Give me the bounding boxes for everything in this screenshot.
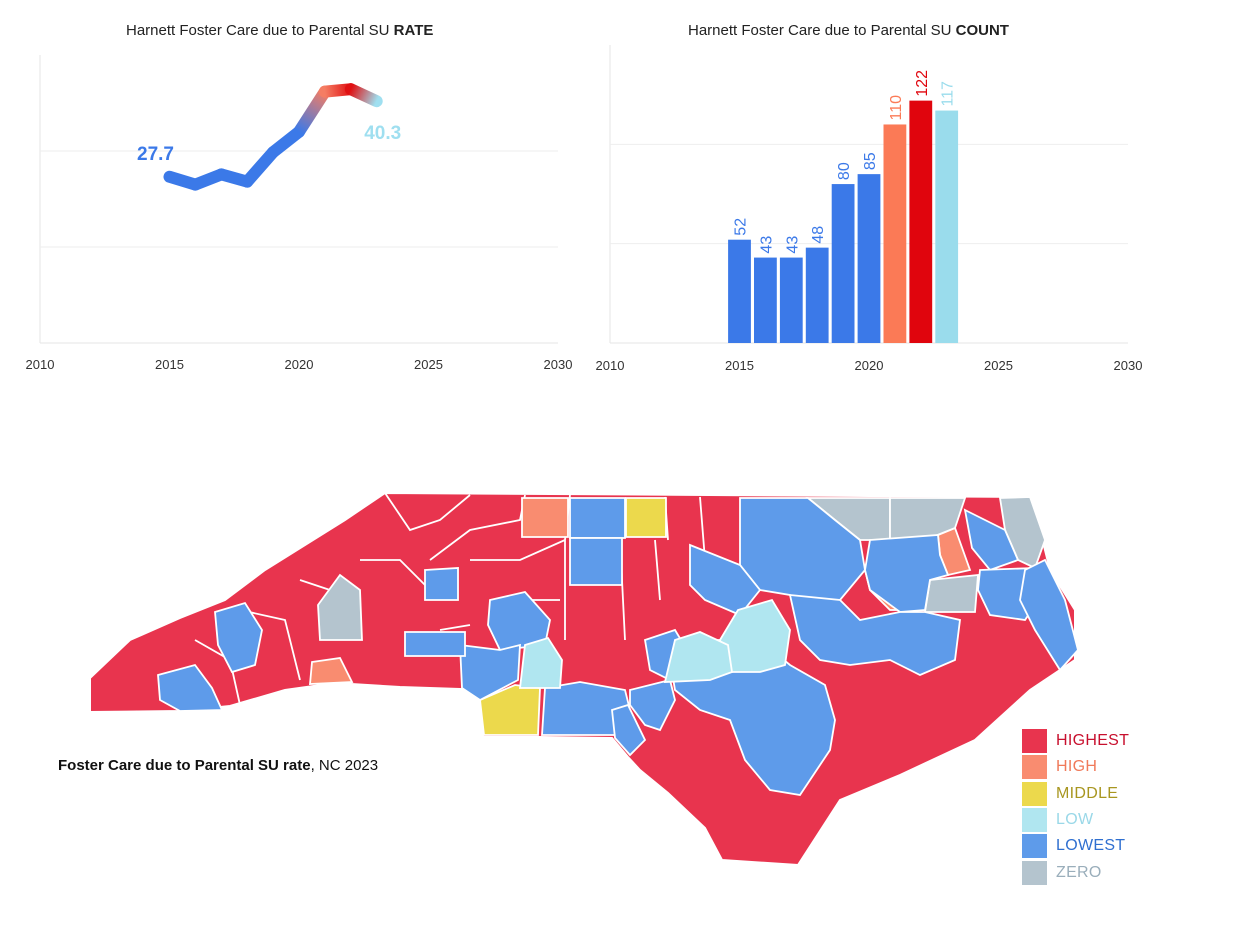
legend-swatch [1022,781,1047,806]
legend-swatch [1022,834,1047,859]
county-middle [479,684,541,736]
map-caption: Foster Care due to Parental SU rate, NC … [58,757,378,774]
count-x-tick: 2020 [855,358,884,373]
rate-x-tick: 2020 [285,357,314,372]
legend-label: ZERO [1056,863,1102,881]
county-lowest [404,631,466,657]
legend-item-middle: MIDDLE [1022,781,1129,807]
count-bar [935,110,959,343]
map-caption-rest: , NC 2023 [310,757,379,774]
count-x-tick: 2025 [984,358,1013,373]
county-low [719,598,791,673]
county-low [518,636,563,689]
count-data-label: 117 [940,81,957,107]
count-title-bold: COUNT [955,22,1009,39]
count-x-tick: 2015 [725,358,754,373]
count-data-label: 48 [810,226,827,244]
legend-swatch [1022,808,1047,833]
legend-item-highest: HIGHEST [1022,728,1129,754]
count-data-label: 52 [733,218,750,236]
count-title-text: Harnett Foster Care due to Parental SU [688,22,956,39]
legend-item-low: LOW [1022,807,1129,833]
rate-x-tick: 2015 [155,357,184,372]
count-x-tick: 2010 [596,358,625,373]
rate-chart-title: Harnett Foster Care due to Parental SU R… [126,22,433,39]
count-data-label: 122 [914,70,931,97]
county-lowest [214,601,263,674]
count-data-label: 110 [888,95,905,121]
rate-x-tick: 2030 [544,357,573,372]
county-zero [923,573,979,613]
legend-swatch [1022,860,1047,885]
rate-data-label: 27.7 [137,144,174,165]
legend-label: MIDDLE [1056,784,1119,802]
county-lowest [1019,558,1079,672]
count-bar [805,247,829,343]
rate-line-segment [293,85,331,138]
legend-swatch [1022,729,1047,754]
count-data-label: 85 [862,152,879,170]
legend-label: HIGH [1056,758,1098,776]
legend-item-zero: ZERO [1022,859,1129,885]
county-zero [317,573,363,641]
county-lowest [788,593,961,676]
county-lowest [424,567,459,601]
county-lowest [864,534,950,613]
count-bar [754,257,777,343]
count-chart-title: Harnett Foster Care due to Parental SU C… [688,22,1009,39]
count-bar [857,174,881,343]
count-data-label: 43 [784,236,801,254]
counties [157,492,1079,796]
legend-label: LOWEST [1056,837,1126,855]
count-bar [728,239,751,343]
count-bar [779,257,803,343]
county-middle [625,497,667,538]
county-lowest [157,663,224,712]
legend-label: HIGHEST [1056,732,1130,750]
rate-data-label: 40.3 [364,123,401,144]
county-lowest [569,537,623,586]
count-x-tick: 2030 [1114,358,1143,373]
county-high [521,497,569,538]
county-high [309,657,354,685]
legend-item-lowest: LOWEST [1022,833,1129,859]
rate-line-segment [344,83,383,108]
count-bar [831,184,855,343]
count-bar-chart: 2010 2015 2020 2025 2030 52 43 43 48 80 85 110 122 11… [596,45,1143,373]
rate-x-tick: 2010 [26,357,55,372]
county-lowest [963,508,1020,572]
county-lowest [459,643,521,702]
count-bar [909,100,933,343]
count-data-label: 80 [836,162,853,180]
county-low [663,631,733,683]
rate-line-segment [241,146,280,188]
county-zero [889,497,967,541]
count-bar [883,124,907,343]
legend-swatch [1022,755,1047,780]
map-caption-bold: Foster Care due to Parental SU rate [58,757,311,774]
legend-item-high: HIGH [1022,754,1129,780]
legend-label: LOW [1056,811,1094,829]
rate-x-tick: 2025 [414,357,443,372]
county-lowest [569,497,626,539]
count-data-label: 43 [758,236,775,254]
rate-title-bold: RATE [393,22,434,39]
map-legend: HIGHEST HIGH MIDDLE LOW LOWEST ZERO [1022,728,1129,886]
county-lowest [611,703,647,757]
rate-line-chart: 2010 2015 2020 2025 2030 27.7 40.3 [26,55,573,372]
rate-title-text: Harnett Foster Care due to Parental SU [126,22,394,39]
